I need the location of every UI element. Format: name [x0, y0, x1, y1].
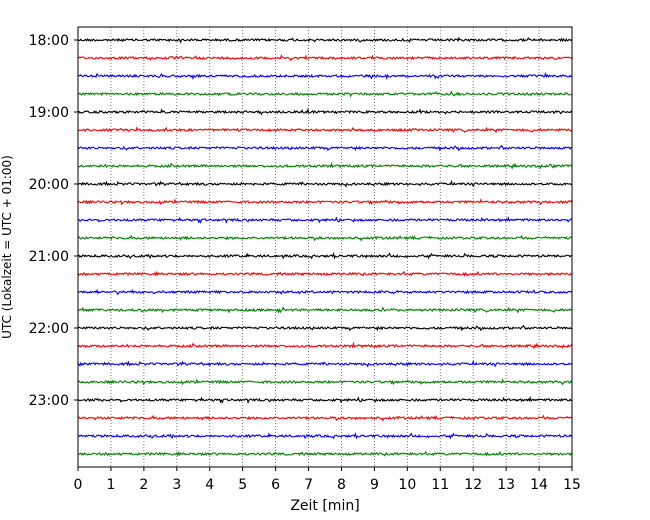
y-tick-label: 19:00 [29, 105, 69, 121]
trace-2000 [77, 179, 573, 188]
x-tick-label: 10 [398, 477, 416, 493]
trace-2030 [77, 215, 573, 224]
trace-2245 [77, 378, 573, 386]
trace-1815 [77, 54, 573, 62]
trace-2130 [77, 288, 573, 296]
trace-2015 [77, 198, 573, 206]
x-tick-label: 7 [304, 477, 313, 493]
x-tick-label: 6 [271, 477, 280, 493]
trace-2315 [77, 414, 573, 422]
trace-1900 [77, 107, 573, 116]
y-tick-label: 21:00 [29, 249, 69, 265]
x-tick-label: 12 [464, 477, 482, 493]
x-tick-label: 13 [497, 477, 515, 493]
trace-2200 [77, 324, 573, 332]
x-tick-label: 3 [172, 477, 181, 493]
trace-2100 [77, 251, 573, 260]
trace-1845 [77, 90, 573, 98]
plot-frame [77, 26, 573, 468]
grid-lines [110, 27, 540, 467]
x-tick-label: 11 [431, 477, 449, 493]
x-tick-label: 1 [106, 477, 115, 493]
y-tick-label: 22:00 [29, 321, 69, 337]
trace-1800 [77, 36, 573, 44]
x-tick-label: 2 [139, 477, 148, 493]
y-tick-label: 20:00 [29, 177, 69, 193]
trace-1915 [77, 126, 573, 134]
trace-2345 [77, 450, 573, 457]
trace-2115 [77, 270, 573, 277]
trace-1930 [77, 144, 573, 152]
x-tick-label: 4 [205, 477, 214, 493]
trace-2145 [77, 306, 573, 314]
x-axis-title: Zeit [min] [290, 498, 359, 514]
y-tick-label: 23:00 [29, 393, 69, 409]
x-tick-label: 15 [563, 477, 581, 493]
trace-2215 [77, 341, 573, 350]
x-tick-label: 14 [530, 477, 548, 493]
trace-2300 [77, 395, 573, 404]
trace-2230 [77, 359, 573, 368]
trace-2045 [77, 234, 573, 242]
y-axis-title: UTC (Lokalzeit = UTC + 01:00) [0, 155, 14, 339]
x-axis-ticks: 0 1 2 3 4 5 6 7 8 9 10 11 12 13 14 15 [74, 467, 581, 493]
trace-1945 [77, 161, 573, 170]
x-tick-label: 5 [238, 477, 247, 493]
x-tick-label: 9 [370, 477, 379, 493]
x-tick-label: 0 [74, 477, 83, 493]
trace-2330 [77, 432, 573, 440]
y-axis-ticks: 18:00 19:00 20:00 21:00 22:00 23:00 [29, 33, 78, 409]
y-tick-label: 18:00 [29, 33, 69, 49]
seismic-traces [77, 36, 573, 457]
trace-1830 [77, 72, 573, 81]
x-tick-label: 8 [337, 477, 346, 493]
